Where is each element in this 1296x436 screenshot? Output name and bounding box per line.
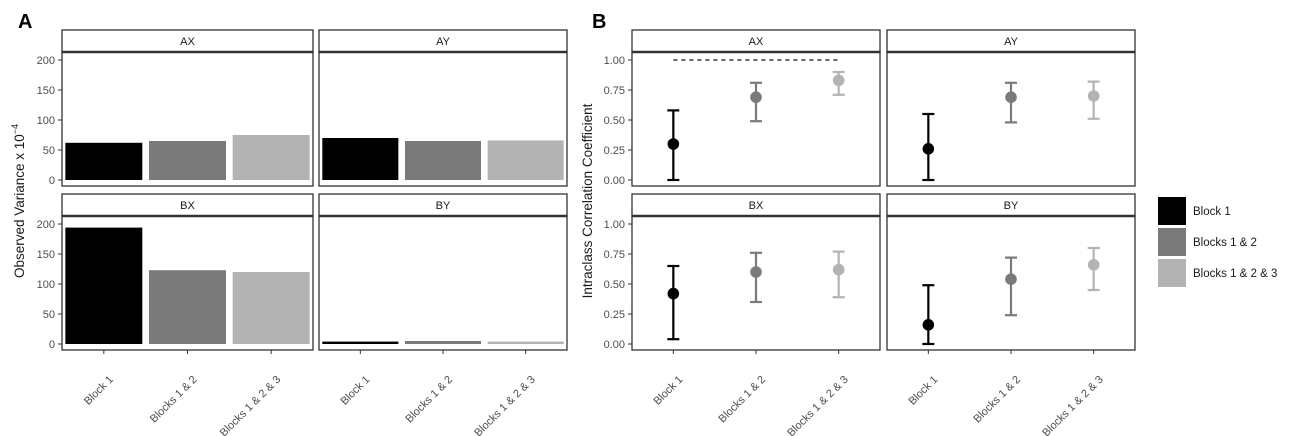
y-axis-title-exponent: −4	[10, 124, 20, 134]
y-tick-label: 0.25	[604, 309, 625, 321]
bar	[232, 272, 310, 344]
point	[832, 74, 845, 87]
facet-title: BY	[436, 200, 451, 212]
facet-title: BX	[749, 200, 764, 212]
panel-frame	[886, 51, 1136, 187]
point	[667, 138, 680, 150]
x-tick-label: Blocks 1 & 2 & 3	[785, 374, 851, 436]
legend-swatch	[1158, 228, 1186, 256]
point	[832, 263, 845, 276]
panel-frame	[318, 215, 568, 351]
facet-title: BY	[1004, 200, 1019, 212]
bar	[65, 142, 143, 180]
point	[922, 319, 935, 331]
bar	[149, 141, 226, 180]
bar	[487, 341, 564, 344]
point	[667, 287, 680, 300]
point	[1087, 90, 1100, 102]
facet-title: AX	[749, 36, 764, 48]
y-tick-label: 200	[37, 219, 55, 231]
y-tick-label: 150	[37, 85, 55, 97]
legend-label: Block 1	[1193, 206, 1231, 218]
legend-swatch	[1158, 259, 1186, 287]
x-tick-label: Blocks 1 & 2	[716, 374, 768, 426]
y-axis-title-text: Observed Variance x 10	[12, 134, 27, 278]
bar	[487, 140, 564, 180]
bar	[232, 135, 310, 180]
x-tick-label: Blocks 1 & 2	[403, 374, 455, 426]
panel-frame	[631, 51, 881, 187]
point	[922, 143, 935, 155]
point	[1005, 273, 1017, 286]
y-tick-label: 100	[37, 115, 55, 127]
x-tick-label: Block 1	[906, 374, 940, 408]
facet-title: BX	[180, 200, 195, 212]
legend: Block 1 Blocks 1 & 2 Blocks 1 & 2 & 3	[1158, 197, 1277, 287]
bar	[149, 270, 226, 344]
facet-title: AX	[180, 36, 195, 48]
point	[1005, 91, 1017, 103]
x-tick-label: Blocks 1 & 2 & 3	[218, 374, 284, 436]
x-tick-label: Block 1	[651, 374, 685, 408]
panel-letter-b: B	[592, 11, 606, 33]
x-tick-label: Blocks 1 & 2 & 3	[1040, 374, 1106, 436]
y-tick-label: 0.00	[604, 339, 625, 351]
x-tick-label: Blocks 1 & 2	[148, 374, 200, 426]
y-tick-label: 0	[49, 175, 55, 187]
y-tick-label: 1.00	[604, 219, 625, 231]
y-tick-label: 0.50	[604, 279, 625, 291]
facet-title: AY	[436, 36, 451, 48]
panel-frame	[318, 51, 568, 187]
y-axis-title: Observed Variance x 10−4	[10, 124, 27, 278]
bar	[322, 138, 399, 180]
x-tick-label: Blocks 1 & 2	[971, 374, 1023, 426]
y-tick-label: 150	[37, 249, 55, 261]
y-tick-label: 0	[49, 339, 55, 351]
y-tick-label: 1.00	[604, 55, 625, 67]
y-axis-title: Intraclass Correlation Coefficient	[580, 103, 595, 298]
panel-frame	[61, 51, 314, 187]
y-tick-label: 200	[37, 55, 55, 67]
point	[750, 91, 762, 103]
x-tick-label: Blocks 1 & 2 & 3	[472, 374, 538, 436]
x-tick-label: Block 1	[82, 374, 116, 408]
legend-swatch	[1158, 197, 1186, 225]
y-tick-label: 0.00	[604, 175, 625, 187]
y-tick-label: 0.75	[604, 85, 625, 97]
bar	[404, 341, 482, 344]
point	[1087, 259, 1100, 271]
y-tick-label: 50	[43, 309, 55, 321]
y-tick-label: 50	[43, 145, 55, 157]
x-tick-label: Block 1	[338, 374, 372, 408]
panel-letter-a: A	[18, 11, 32, 33]
chart-root: AX 0 50 100 150 200 AY BX 0 50 100 150 200 Block 1 Blo…	[10, 29, 1136, 436]
y-tick-label: 0.75	[604, 249, 625, 261]
facet-title: AY	[1004, 36, 1019, 48]
y-tick-label: 100	[37, 279, 55, 291]
y-tick-label: 0.50	[604, 115, 625, 127]
bar	[404, 141, 482, 180]
legend-label: Blocks 1 & 2	[1193, 237, 1257, 249]
point	[750, 266, 762, 278]
y-tick-label: 0.25	[604, 145, 625, 157]
legend-label: Blocks 1 & 2 & 3	[1193, 268, 1277, 280]
bar	[65, 227, 143, 344]
y-axis-title-text: Intraclass Correlation Coefficient	[580, 103, 595, 298]
bar	[322, 341, 399, 344]
